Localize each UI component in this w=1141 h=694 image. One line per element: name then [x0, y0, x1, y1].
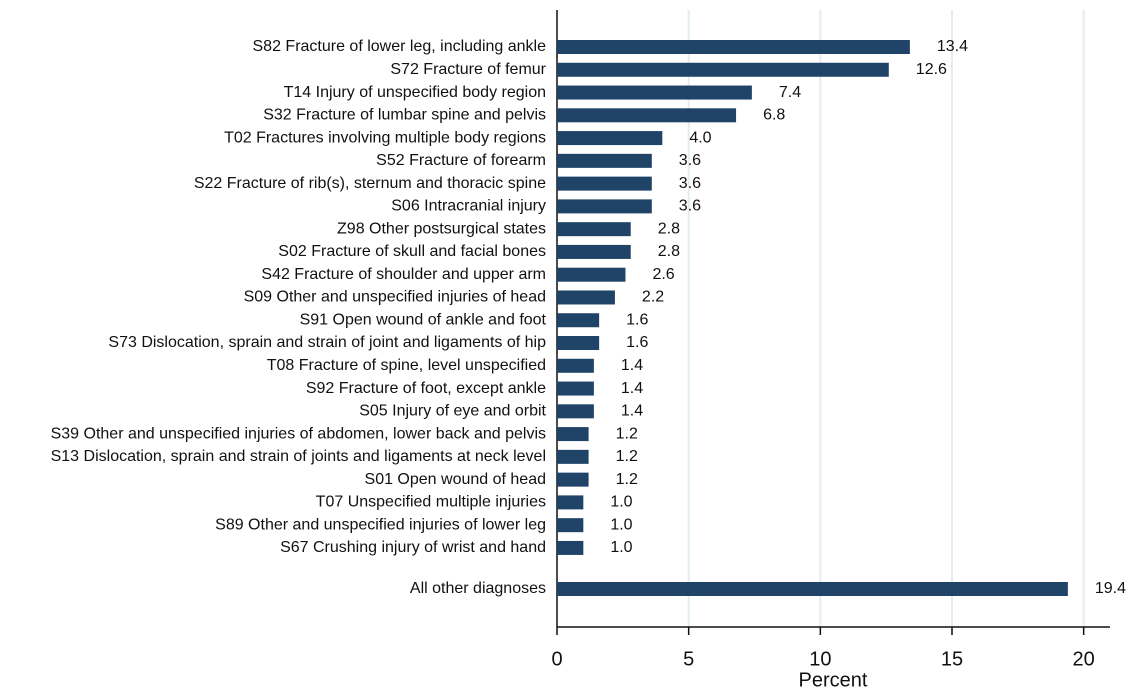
x-tick-label: 20 [1073, 648, 1095, 670]
bar [557, 85, 752, 100]
x-tick-label: 15 [941, 648, 963, 670]
y-tick-label: S89 Other and unspecified injuries of lo… [215, 516, 546, 533]
value-label: 3.6 [679, 152, 701, 169]
value-label: 1.4 [621, 403, 643, 420]
y-tick-label: S92 Fracture of foot, except ankle [306, 380, 546, 397]
bar [557, 290, 615, 305]
value-label: 6.8 [763, 107, 785, 124]
value-label: 1.4 [621, 380, 643, 397]
bar [557, 131, 663, 146]
y-tick-label: S02 Fracture of skull and facial bones [278, 243, 546, 260]
value-label: 19.4 [1095, 580, 1126, 597]
y-tick-label: T07 Unspecified multiple injuries [316, 494, 546, 511]
value-label: 1.2 [616, 448, 638, 465]
bar [557, 40, 910, 54]
y-tick-label: T02 Fractures involving multiple body re… [224, 129, 546, 146]
value-label: 2.8 [658, 220, 680, 237]
value-label: 2.8 [658, 243, 680, 260]
value-label: 1.2 [616, 471, 638, 488]
x-axis-title: Percent [799, 669, 868, 691]
y-tick-label: S82 Fracture of lower leg, including ank… [253, 38, 547, 55]
value-label: 1.6 [626, 311, 648, 328]
y-tick-label: S67 Crushing injury of wrist and hand [280, 539, 546, 556]
value-label: 1.0 [610, 539, 632, 556]
bar [557, 495, 584, 510]
bar [557, 336, 600, 351]
bar [557, 153, 652, 168]
y-tick-label: S13 Dislocation, sprain and strain of jo… [51, 448, 546, 465]
bar [557, 313, 600, 328]
value-label: 7.4 [779, 84, 801, 101]
value-label: 12.6 [916, 61, 947, 78]
y-tick-label: S91 Open wound of ankle and foot [300, 311, 547, 328]
y-tick-label: S06 Intracranial injury [391, 198, 546, 215]
y-tick-label: S39 Other and unspecified injuries of ab… [51, 425, 546, 442]
y-tick-label: T14 Injury of unspecified body region [284, 84, 546, 101]
value-label: 1.2 [616, 425, 638, 442]
y-tick-label: T08 Fracture of spine, level unspecified [267, 357, 546, 374]
y-tick-label: S22 Fracture of rib(s), sternum and thor… [194, 175, 546, 192]
bar [557, 62, 889, 77]
bar [557, 427, 589, 442]
value-label: 2.6 [652, 266, 674, 283]
bar [557, 518, 584, 533]
bar [557, 267, 626, 282]
bar [557, 358, 594, 373]
x-tick-label: 0 [551, 648, 562, 670]
y-tick-label: Z98 Other postsurgical states [337, 220, 546, 237]
y-tick-label: S52 Fracture of forearm [376, 152, 546, 169]
bar [557, 540, 584, 555]
y-tick-label: S09 Other and unspecified injuries of he… [244, 289, 546, 306]
bar [557, 381, 594, 396]
bar [557, 222, 631, 237]
x-tick-label: 10 [809, 648, 831, 670]
value-label: 3.6 [679, 198, 701, 215]
value-label: 1.0 [610, 494, 632, 511]
bar [557, 199, 652, 214]
bar [557, 176, 652, 191]
y-tick-label: S73 Dislocation, sprain and strain of jo… [108, 334, 546, 351]
bar [557, 472, 589, 487]
bar [557, 244, 631, 259]
value-label: 3.6 [679, 175, 701, 192]
y-tick-label: S05 Injury of eye and orbit [359, 403, 546, 420]
value-label: 13.4 [937, 38, 968, 55]
bar [557, 582, 1068, 596]
value-label: 2.2 [642, 289, 664, 306]
y-tick-label: S01 Open wound of head [365, 471, 546, 488]
y-tick-label: All other diagnoses [410, 580, 546, 597]
value-label: 4.0 [689, 129, 711, 146]
bar [557, 404, 594, 419]
y-tick-label: S42 Fracture of shoulder and upper arm [261, 266, 546, 283]
value-label: 1.4 [621, 357, 643, 374]
y-tick-label: S72 Fracture of femur [390, 61, 546, 78]
y-tick-label: S32 Fracture of lumbar spine and pelvis [263, 107, 546, 124]
bar [557, 449, 589, 464]
x-tick-label: 5 [683, 648, 694, 670]
value-label: 1.0 [610, 516, 632, 533]
value-label: 1.6 [626, 334, 648, 351]
bar [557, 108, 737, 123]
